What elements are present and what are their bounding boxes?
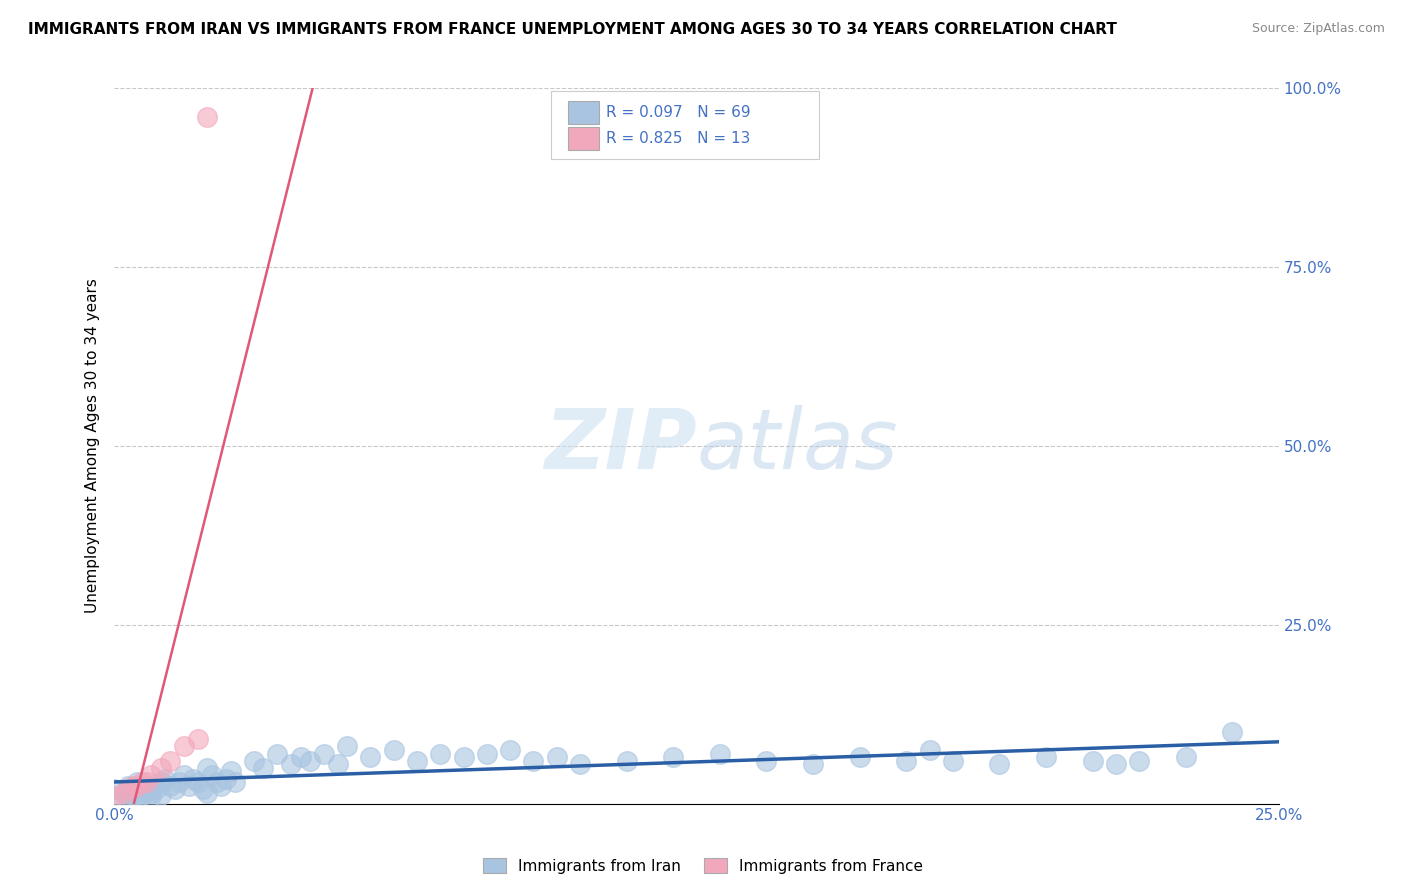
Point [546,750,568,764]
Point [1081,754,1104,768]
Point [382,743,405,757]
Point [406,754,429,768]
Y-axis label: Unemployment Among Ages 30 to 34 years: Unemployment Among Ages 30 to 34 years [86,278,100,613]
Point [1174,750,1197,764]
Point [131,788,153,802]
Point [121,789,143,804]
Point [709,747,731,761]
Point [801,757,824,772]
Point [475,747,498,761]
Point [135,775,157,789]
Point [988,757,1011,772]
Point [252,761,274,775]
Point [169,775,191,789]
Point [112,786,135,800]
Point [918,743,941,757]
Point [149,788,172,802]
Point [155,772,177,786]
Point [195,761,218,775]
Point [149,761,172,775]
Point [569,757,592,772]
Point [141,768,163,782]
Point [942,754,965,768]
FancyBboxPatch shape [568,128,599,150]
Text: ZIP: ZIP [544,405,696,486]
Point [195,786,218,800]
Point [141,786,163,800]
Point [336,739,359,754]
Point [205,775,228,789]
FancyBboxPatch shape [551,92,818,160]
Point [429,747,451,761]
FancyBboxPatch shape [568,102,599,124]
Point [135,783,157,797]
Point [173,739,195,754]
Point [163,782,186,797]
Point [662,750,685,764]
Point [177,779,200,793]
Point [117,779,139,793]
Point [187,732,209,747]
Text: IMMIGRANTS FROM IRAN VS IMMIGRANTS FROM FRANCE UNEMPLOYMENT AMONG AGES 30 TO 34 : IMMIGRANTS FROM IRAN VS IMMIGRANTS FROM … [28,22,1116,37]
Point [117,782,139,797]
Point [359,750,381,764]
Legend: Immigrants from Iran, Immigrants from France: Immigrants from Iran, Immigrants from Fr… [477,852,929,880]
Point [117,793,139,807]
Point [131,782,153,797]
Point [1105,757,1128,772]
Point [499,743,522,757]
Point [103,782,125,797]
Point [522,754,544,768]
Point [141,789,163,804]
Point [224,775,246,789]
Point [191,782,214,797]
Point [135,779,157,793]
Point [1220,725,1243,739]
Text: atlas: atlas [696,405,898,486]
Point [159,754,181,768]
Point [112,786,135,800]
Point [145,782,167,797]
Point [616,754,638,768]
Point [131,775,153,789]
Point [312,747,335,761]
Point [453,750,475,764]
Point [280,757,302,772]
Point [173,768,195,782]
Point [755,754,778,768]
Point [159,779,181,793]
Text: Source: ZipAtlas.com: Source: ZipAtlas.com [1251,22,1385,36]
Point [219,764,242,779]
Point [201,768,224,782]
Point [896,754,918,768]
Point [215,772,238,786]
Point [149,775,172,789]
Point [1128,754,1150,768]
Point [187,775,209,789]
Point [209,779,232,793]
Point [127,779,149,793]
Point [326,757,349,772]
Point [243,754,266,768]
Point [195,110,218,124]
Point [290,750,312,764]
Point [183,772,205,786]
Point [298,754,321,768]
Point [121,779,143,793]
Point [127,775,149,789]
Point [266,747,288,761]
Point [108,789,131,804]
Text: R = 0.825   N = 13: R = 0.825 N = 13 [606,131,749,146]
Point [848,750,870,764]
Point [127,790,149,805]
Point [103,789,125,804]
Point [1035,750,1057,764]
Text: R = 0.097   N = 69: R = 0.097 N = 69 [606,105,751,120]
